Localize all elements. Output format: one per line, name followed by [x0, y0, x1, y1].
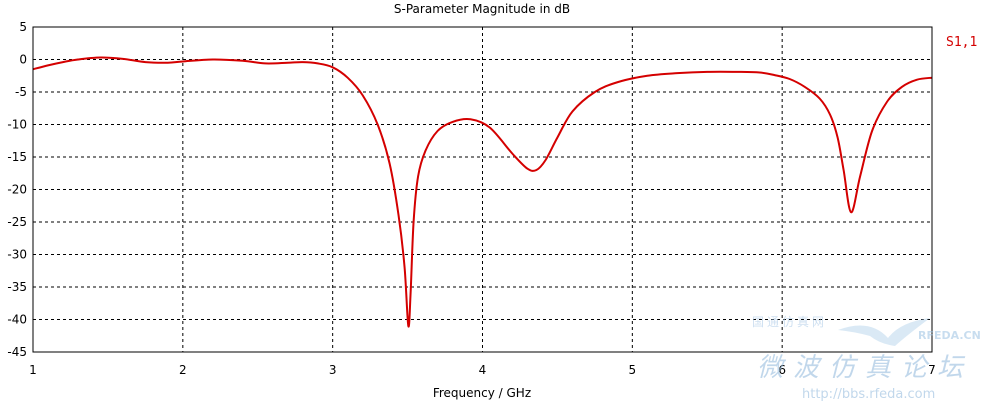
chart-title: S-Parameter Magnitude in dB	[394, 2, 570, 16]
y-tick-label-8: -35	[7, 280, 27, 294]
watermark-line2: 微波仿真论坛	[757, 353, 973, 383]
y-tick-label-5: -20	[7, 183, 27, 197]
y-tick-label-1: 0	[19, 53, 27, 67]
x-tick-label-5: 6	[778, 363, 786, 377]
grid	[33, 27, 932, 352]
series-layer	[32, 56, 933, 328]
y-tick-label-2: -5	[15, 85, 27, 99]
watermark-brand: RFEDA.CN	[918, 329, 981, 342]
bird-logo-icon	[838, 318, 930, 346]
x-tick-label-0: 1	[29, 363, 37, 377]
x-tick-label-4: 5	[629, 363, 637, 377]
x-tick-label-2: 3	[329, 363, 337, 377]
x-tick-label-6: 7	[928, 363, 936, 377]
y-tick-label-0: 5	[19, 20, 27, 34]
x-tick-labels: 1 2 3 4 5 6 7	[29, 363, 936, 377]
y-tick-label-6: -25	[7, 215, 27, 229]
y-tick-label-9: -40	[7, 313, 27, 327]
y-tick-labels: 5 0 -5 -10 -15 -20 -25 -30 -35 -40 -45	[7, 20, 27, 359]
x-tick-label-3: 4	[479, 363, 487, 377]
watermark: RFEDA.CN 国通仿真网 微波仿真论坛 http://bbs.rfeda.c…	[752, 315, 981, 402]
legend-entry-s11: S1,1	[946, 35, 977, 50]
y-tick-label-10: -45	[7, 345, 27, 359]
watermark-line1: 国通仿真网	[752, 315, 827, 329]
y-tick-label-7: -30	[7, 248, 27, 262]
x-axis-label: Frequency / GHz	[433, 386, 531, 400]
watermark-url: http://bbs.rfeda.com	[802, 387, 935, 402]
x-tick-label-1: 2	[179, 363, 187, 377]
plot-frame	[32, 26, 933, 353]
y-tick-label-4: -15	[7, 150, 27, 164]
series-line-0	[32, 56, 933, 328]
y-tick-label-3: -10	[7, 118, 27, 132]
